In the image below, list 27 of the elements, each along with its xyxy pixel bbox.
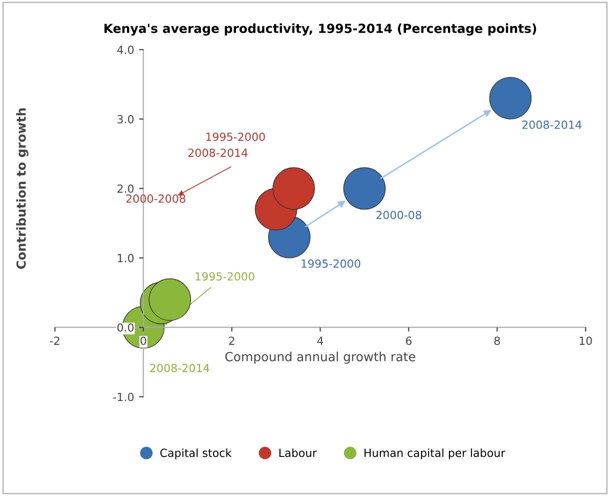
x-tick-label: 10 — [580, 336, 592, 345]
x-tick-label: 0 — [140, 336, 146, 345]
annotation: 2000-08 — [376, 210, 422, 220]
legend-label: Labour — [279, 448, 317, 458]
x-tick-label: 6 — [406, 336, 412, 345]
annotation: 2008-2014 — [522, 120, 582, 129]
x-tick-label: 4 — [317, 336, 324, 345]
legend-label: Capital stock — [160, 448, 232, 460]
y-tick-label: 0.0 — [117, 323, 134, 332]
x-tick-label: 2 — [229, 336, 234, 345]
y-tick-label: 4.0 — [117, 46, 134, 54]
legend-label: Human capital per labour — [364, 448, 506, 460]
annotation: 1995-2000 — [196, 272, 254, 281]
x-tick-label: 8 — [494, 336, 500, 345]
y-tick-label: 1.0 — [118, 254, 134, 262]
annotation: 1995-2000 — [302, 259, 360, 268]
y-tick-label: 3.0 — [118, 115, 134, 124]
x-axis-title: Compound annual growth rate — [225, 352, 416, 364]
annotation: 1995-2000 — [206, 132, 265, 142]
annotation: 2008-2014 — [188, 148, 248, 157]
chart-title: Kenya's average productivity, 1995-2014 (Percentage points) — [104, 23, 536, 36]
annotation: 2000-2008 — [126, 194, 186, 203]
annotation: 2008-2014 — [150, 364, 210, 372]
y-axis-title: Contribution to growth — [16, 108, 28, 269]
y-tick-label: 2.0 — [117, 184, 134, 193]
x-tick-label: -2 — [50, 336, 60, 345]
y-tick-label: -1.0 — [113, 392, 134, 402]
